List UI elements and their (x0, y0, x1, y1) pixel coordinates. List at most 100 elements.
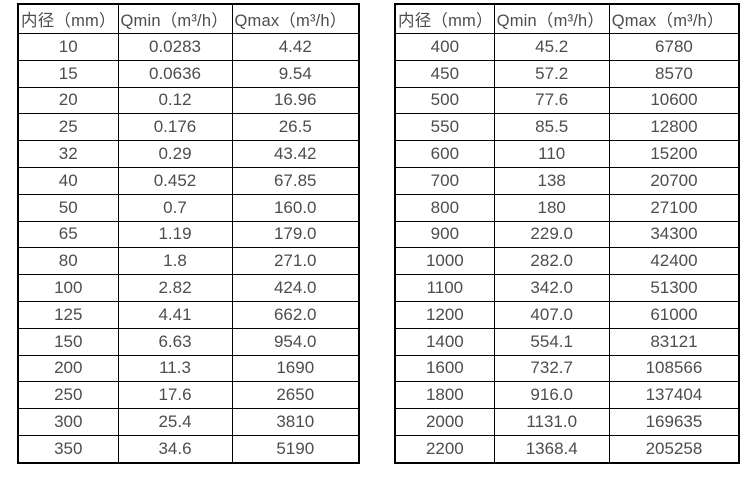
table-cell: 8570 (608, 59, 740, 88)
table-row: 700 138 20700 (394, 166, 740, 195)
table-cell: 500 (394, 86, 495, 115)
table-row: 25 0.176 26.5 (17, 113, 360, 142)
table-cell: 137404 (608, 381, 740, 410)
table-cell: 42400 (608, 247, 740, 276)
table-row: 600 110 15200 (394, 140, 740, 168)
table-body-right: 400 45.2 6780 450 57.2 8570 500 77.6 10600 550 85.… (394, 33, 740, 464)
table-row: 500 77.6 10600 (394, 86, 740, 115)
table-row: 1400 554.1 83121 (394, 327, 740, 356)
table-cell: 600 (394, 140, 495, 168)
table-cell: 1000 (394, 247, 495, 276)
table-cell: 0.29 (117, 140, 233, 168)
table-row: 250 17.6 2650 (17, 381, 360, 410)
column-header-qmax: Qmax（m³/h） (608, 3, 740, 34)
table-cell: 10 (17, 33, 119, 61)
table-cell: 900 (394, 220, 495, 249)
table-row: 1200 407.0 61000 (394, 300, 740, 329)
table-row: 2000 1131.0 169635 (394, 408, 740, 436)
table-cell: 180 (493, 193, 610, 222)
table-cell: 85.5 (493, 113, 610, 142)
table-cell: 250 (17, 381, 119, 410)
table-cell: 200 (17, 354, 119, 383)
table-row: 350 34.6 5190 (17, 434, 360, 464)
table-cell: 83121 (608, 327, 740, 356)
table-row: 80 1.8 271.0 (17, 247, 360, 276)
table-cell: 9.54 (231, 59, 360, 88)
table-cell: 424.0 (231, 274, 360, 302)
table-row: 20 0.12 16.96 (17, 86, 360, 115)
table-cell: 2200 (394, 434, 495, 464)
table-cell: 15 (17, 59, 119, 88)
column-header-qmin: Qmin（m³/h） (493, 3, 610, 34)
table-cell: 11.3 (117, 354, 233, 383)
table-row: 40 0.452 67.85 (17, 166, 360, 195)
table-row: 1000 282.0 42400 (394, 247, 740, 276)
table-cell: 179.0 (231, 220, 360, 249)
flow-table-large-diameters: 内径（mm） Qmin（m³/h） Qmax（m³/h） 400 45.2 6780… (394, 3, 741, 464)
table-row: 125 4.41 662.0 (17, 300, 360, 329)
table-cell: 51300 (608, 274, 740, 302)
table-cell: 2000 (394, 408, 495, 436)
table-cell: 554.1 (493, 327, 610, 356)
table-cell: 400 (394, 33, 495, 61)
flow-spec-tables: 内径（mm） Qmin（m³/h） Qmax（m³/h） 10 0.0283 4.4… (17, 3, 741, 464)
table-cell: 6780 (608, 33, 740, 61)
table-row: 800 180 27100 (394, 193, 740, 222)
table-cell: 2650 (231, 381, 360, 410)
table-body-left: 10 0.0283 4.42 15 0.0636 9.54 20 0.12 16.96 25 0.1… (17, 33, 360, 464)
table-header-row: 内径（mm） Qmin（m³/h） Qmax（m³/h） (394, 3, 740, 34)
table-cell: 229.0 (493, 220, 610, 249)
table-row: 550 85.5 12800 (394, 113, 740, 142)
table-cell: 282.0 (493, 247, 610, 276)
table-cell: 77.6 (493, 86, 610, 115)
table-row: 450 57.2 8570 (394, 59, 740, 88)
table-cell: 110 (493, 140, 610, 168)
table-row: 1800 916.0 137404 (394, 381, 740, 410)
table-cell: 1690 (231, 354, 360, 383)
table-cell: 1131.0 (493, 408, 610, 436)
table-row: 300 25.4 3810 (17, 408, 360, 436)
table-cell: 732.7 (493, 354, 610, 383)
column-header-qmax: Qmax（m³/h） (231, 3, 360, 34)
table-cell: 61000 (608, 300, 740, 329)
table-cell: 12800 (608, 113, 740, 142)
table-row: 65 1.19 179.0 (17, 220, 360, 249)
table-cell: 26.5 (231, 113, 360, 142)
table-cell: 40 (17, 166, 119, 195)
table-cell: 25.4 (117, 408, 233, 436)
table-cell: 150 (17, 327, 119, 356)
table-cell: 0.0636 (117, 59, 233, 88)
table-cell: 57.2 (493, 59, 610, 88)
table-cell: 0.0283 (117, 33, 233, 61)
table-cell: 800 (394, 193, 495, 222)
table-cell: 700 (394, 166, 495, 195)
table-cell: 25 (17, 113, 119, 142)
table-cell: 1100 (394, 274, 495, 302)
table-cell: 342.0 (493, 274, 610, 302)
table-row: 200 11.3 1690 (17, 354, 360, 383)
table-row: 900 229.0 34300 (394, 220, 740, 249)
column-header-qmin: Qmin（m³/h） (117, 3, 233, 34)
table-cell: 4.41 (117, 300, 233, 329)
column-header-diameter: 内径（mm） (17, 3, 119, 34)
table-cell: 1.8 (117, 247, 233, 276)
table-cell: 45.2 (493, 33, 610, 61)
table-cell: 138 (493, 166, 610, 195)
table-cell: 27100 (608, 193, 740, 222)
table-cell: 0.452 (117, 166, 233, 195)
table-cell: 43.42 (231, 140, 360, 168)
table-cell: 169635 (608, 408, 740, 436)
table-cell: 3810 (231, 408, 360, 436)
table-cell: 20 (17, 86, 119, 115)
table-cell: 34.6 (117, 434, 233, 464)
table-cell: 32 (17, 140, 119, 168)
table-cell: 4.42 (231, 33, 360, 61)
table-cell: 450 (394, 59, 495, 88)
table-cell: 125 (17, 300, 119, 329)
table-cell: 550 (394, 113, 495, 142)
table-cell: 350 (17, 434, 119, 464)
table-cell: 15200 (608, 140, 740, 168)
table-row: 15 0.0636 9.54 (17, 59, 360, 88)
table-cell: 1800 (394, 381, 495, 410)
table-row: 150 6.63 954.0 (17, 327, 360, 356)
